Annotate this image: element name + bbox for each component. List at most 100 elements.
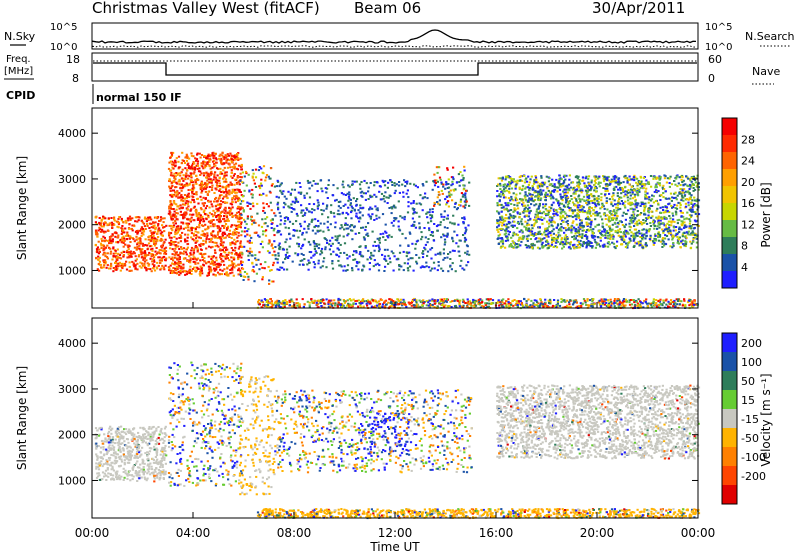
power-echo-cell	[98, 221, 101, 224]
power-echo-cell	[662, 211, 665, 214]
power-echo-cell	[197, 231, 200, 234]
power-echo-cell	[435, 179, 438, 182]
power-echo-cell	[279, 215, 282, 218]
power-echo-cell	[152, 226, 155, 229]
power-echo-cell	[298, 263, 301, 266]
power-echo-cell	[297, 236, 300, 239]
power-echo-cell	[226, 166, 229, 169]
power-echo-cell	[499, 188, 502, 190]
power-echo-cell	[231, 233, 234, 236]
power-echo-cell	[171, 184, 174, 187]
power-echo-cell	[496, 185, 499, 187]
power-echo-cell	[599, 239, 602, 242]
power-echo-cell	[590, 179, 593, 182]
power-echo-cell	[170, 269, 174, 272]
power-echo-cell	[633, 208, 637, 211]
power-echo-cell	[550, 204, 553, 207]
power-echo-cell	[165, 257, 168, 260]
power-echo-cell	[137, 237, 140, 240]
power-echo-cell	[570, 181, 573, 184]
power-echo-cell	[656, 207, 659, 210]
power-echo-cell	[411, 207, 414, 210]
power-echo-cell	[690, 227, 693, 230]
power-echo-cell	[349, 198, 352, 201]
power-echo-cell	[587, 188, 590, 191]
power-echo-cell	[247, 275, 250, 278]
power-echo-cell	[433, 181, 436, 184]
power-echo-cell	[182, 214, 185, 217]
power-echo-cell	[224, 188, 228, 191]
power-echo-cell	[262, 165, 266, 168]
power-echo-cell	[460, 192, 463, 195]
power-echo-cell	[657, 236, 660, 239]
power-echo-cell	[531, 227, 534, 230]
power-echo-cell	[196, 179, 199, 182]
power-echo-cell	[252, 179, 255, 182]
power-echo-cell	[515, 193, 518, 196]
power-echo-cell	[230, 224, 233, 227]
power-echo-cell	[643, 213, 646, 216]
power-echo-cell	[165, 224, 168, 227]
power-echo-cell	[192, 251, 195, 254]
power-echo-cell	[159, 262, 162, 264]
power-echo-cell	[215, 200, 218, 203]
power-echo-cell	[590, 214, 593, 217]
power-echo-cell	[261, 171, 264, 174]
power-echo-cell	[234, 158, 237, 161]
power-echo-cell	[440, 267, 443, 270]
power-echo-cell	[184, 251, 188, 254]
power-echo-cell	[261, 278, 264, 281]
power-echo-cell	[223, 176, 226, 179]
power-echo-cell	[109, 252, 112, 255]
power-echo-cell	[590, 222, 593, 225]
power-echo-cell	[204, 241, 208, 244]
power-echo-cell	[678, 191, 681, 194]
power-echo-cell	[222, 250, 226, 253]
power-echo-cell	[150, 239, 153, 242]
power-echo-cell	[443, 243, 446, 246]
power-echo-cell	[326, 220, 329, 223]
power-echo-cell	[594, 178, 597, 181]
power-echo-cell	[229, 269, 232, 271]
power-echo-cell	[570, 225, 573, 228]
power-echo-cell	[617, 223, 620, 226]
power-echo-cell	[577, 230, 581, 233]
power-echo-cell	[100, 266, 103, 269]
power-echo-cell	[504, 229, 507, 232]
power-echo-cell	[453, 222, 456, 225]
power-echo-cell	[215, 241, 218, 244]
power-echo-cell	[440, 236, 443, 239]
power-echo-cell	[94, 216, 97, 219]
power-echo-cell	[556, 190, 559, 193]
power-echo-cell	[384, 223, 387, 226]
power-echo-cell	[194, 157, 197, 160]
power-echo-cell	[622, 238, 625, 241]
power-echo-cell	[240, 264, 244, 266]
power-echo-cell	[666, 230, 670, 233]
power-echo-cell	[461, 267, 464, 270]
power-echo-cell	[504, 224, 507, 227]
power-echo-cell	[196, 213, 199, 216]
power-echo-cell	[239, 251, 242, 254]
power-echo-cell	[172, 180, 175, 183]
power-echo-cell	[248, 202, 251, 205]
power-echo-cell	[692, 205, 695, 208]
power-echo-cell	[208, 211, 211, 214]
power-echo-cell	[100, 247, 103, 249]
power-echo-cell	[182, 199, 185, 202]
power-echo-cell	[671, 246, 674, 249]
power-echo-cell	[415, 211, 418, 214]
power-echo-cell	[558, 182, 561, 185]
power-echo-cell	[207, 260, 210, 263]
power-echo-cell	[676, 241, 679, 244]
power-echo-cell	[653, 190, 656, 193]
power-echo-cell	[437, 264, 440, 267]
power-echo-cell	[104, 261, 107, 264]
power-echo-cell	[233, 190, 236, 193]
power-echo-cell	[610, 235, 613, 238]
power-echo-cell	[438, 193, 441, 196]
power-echo-cell	[695, 237, 698, 240]
power-echo-cell	[150, 222, 153, 225]
power-echo-cell	[221, 190, 224, 193]
power-echo-cell	[457, 223, 460, 226]
